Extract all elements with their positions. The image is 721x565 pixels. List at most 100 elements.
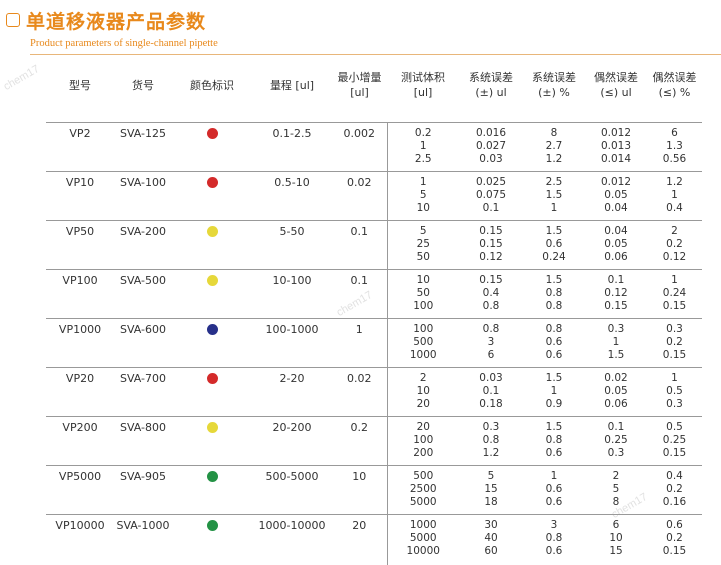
cell-value: 0.8 xyxy=(545,323,563,335)
cell-value: 0.24 xyxy=(542,251,566,263)
sys-error-pct-cell: 1.5 0.6 0.24 xyxy=(523,221,585,270)
cell-value: 10000 xyxy=(406,545,440,557)
cell-value: 0.12 xyxy=(662,251,687,263)
cell-value: 0.1 xyxy=(607,274,625,286)
cell-value: 500 xyxy=(413,470,434,482)
cell-value: 0.03 xyxy=(479,153,503,165)
column-header-line: (≤) % xyxy=(658,86,691,99)
increment-cell: 1 xyxy=(355,323,363,336)
column-header-test-volume: 测试体积 [ul] xyxy=(387,70,459,123)
cell-value: 2500 xyxy=(409,483,437,495)
column-header-line: 颜色标识 xyxy=(190,79,234,92)
cell-value: 0.2 xyxy=(666,532,683,544)
cell-value: 0.56 xyxy=(662,153,687,165)
cell-value: 1 xyxy=(419,176,427,188)
cell-value: 0.06 xyxy=(604,398,628,410)
range-cell: 5-50 xyxy=(279,225,305,238)
cell-value: 2.7 xyxy=(545,140,563,152)
model-cell: VP20 xyxy=(65,372,95,385)
cell-value: 5 xyxy=(612,483,620,495)
cell-value: 3 xyxy=(487,336,495,348)
header-box-icon xyxy=(6,13,20,27)
cell-value: 1.5 xyxy=(545,189,563,201)
cell-value: 0.027 xyxy=(475,140,507,152)
test-volume-cell: 1000 5000 10000 xyxy=(386,514,459,565)
random-error-ul-cell: 6 10 15 xyxy=(585,515,647,565)
cell-value: 0.014 xyxy=(600,153,632,165)
random-error-pct-cell: 6 1.3 0.56 xyxy=(647,123,702,172)
cell-value: 0.2 xyxy=(414,127,432,139)
sys-error-pct-cell: 1.5 1 0.9 xyxy=(523,368,585,417)
cell-value: 3 xyxy=(550,519,558,531)
table-row: VP2 SVA-125 0.1-2.5 0.002 0.2 1 2.5 0.016 0.027 0… xyxy=(46,122,702,172)
page-subtitle: Product parameters of single-channel pip… xyxy=(30,38,218,49)
cell-value: 0.2 xyxy=(666,336,683,348)
test-volume-cell: 5 25 50 xyxy=(386,220,459,270)
cell-value: 0.25 xyxy=(604,434,628,446)
color-cell xyxy=(172,221,252,270)
color-cell xyxy=(172,368,252,417)
increment-cell: 0.2 xyxy=(350,421,369,434)
cell-value: 0.3 xyxy=(607,447,625,459)
sku-cell: SVA-800 xyxy=(119,421,167,434)
cell-value: 0.6 xyxy=(545,238,563,250)
cell-value: 0.8 xyxy=(545,532,563,544)
cell-value: 1.5 xyxy=(545,225,563,237)
cell-value: 0.025 xyxy=(475,176,507,188)
sys-error-ul-cell: 0.8 3 6 xyxy=(459,319,523,368)
sys-error-pct-cell: 1 0.6 0.6 xyxy=(523,466,585,515)
cell-value: 0.3 xyxy=(666,398,683,410)
range-cell: 20-200 xyxy=(272,421,312,434)
cell-value: 0.5 xyxy=(666,385,683,397)
cell-value: 8 xyxy=(550,127,558,139)
cell-value: 0.05 xyxy=(604,385,628,397)
cell-value: 2.5 xyxy=(414,153,432,165)
cell-value: 1.5 xyxy=(545,274,563,286)
color-dot-icon xyxy=(206,128,218,139)
cell-value: 1 xyxy=(550,470,558,482)
model-cell: VP10 xyxy=(65,176,95,189)
cell-value: 100 xyxy=(413,300,434,312)
sys-error-ul-cell: 30 40 60 xyxy=(459,515,523,565)
color-cell xyxy=(172,466,252,515)
cell-value: 0.9 xyxy=(545,398,563,410)
random-error-pct-cell: 2 0.2 0.12 xyxy=(647,221,702,270)
cell-value: 0.8 xyxy=(482,434,500,446)
cell-value: 20 xyxy=(416,398,430,410)
color-cell xyxy=(172,270,252,319)
sys-error-pct-cell: 2.5 1.5 1 xyxy=(523,172,585,221)
color-cell xyxy=(172,319,252,368)
section-header: 单道移液器产品参数 xyxy=(6,8,206,33)
watermark: chem17 xyxy=(1,63,42,93)
column-header-line: (±) % xyxy=(538,86,570,99)
sku-cell: SVA-700 xyxy=(119,372,167,385)
cell-value: 0.5 xyxy=(666,421,683,433)
sys-error-ul-cell: 0.15 0.15 0.12 xyxy=(459,221,523,270)
cell-value: 30 xyxy=(484,519,498,531)
cell-value: 0.6 xyxy=(545,349,563,361)
sys-error-pct-cell: 3 0.8 0.6 xyxy=(523,515,585,565)
column-header-line: (≤) ul xyxy=(600,86,632,99)
color-dot-icon xyxy=(206,324,218,335)
cell-value: 0.012 xyxy=(600,127,632,139)
test-volume-cell: 10 50 100 xyxy=(386,269,459,319)
cell-value: 50 xyxy=(416,287,430,299)
sku-cell: SVA-905 xyxy=(119,470,167,483)
cell-value: 10 xyxy=(416,202,430,214)
cell-value: 10 xyxy=(609,532,623,544)
cell-value: 1 xyxy=(419,140,427,152)
random-error-ul-cell: 0.1 0.25 0.3 xyxy=(585,417,647,466)
cell-value: 0.25 xyxy=(662,434,687,446)
table-row: VP1000 SVA-600 100-1000 1 100 500 1000 0.8 3 6 0.8… xyxy=(46,318,702,368)
cell-value: 0.6 xyxy=(545,447,563,459)
cell-value: 0.8 xyxy=(482,323,500,335)
cell-value: 1 xyxy=(612,336,620,348)
cell-value: 0.15 xyxy=(662,349,687,361)
test-volume-cell: 2 10 20 xyxy=(386,367,459,417)
test-volume-cell: 100 500 1000 xyxy=(386,318,459,368)
sys-error-ul-cell: 0.025 0.075 0.1 xyxy=(459,172,523,221)
cell-value: 0.8 xyxy=(545,434,563,446)
cell-value: 0.02 xyxy=(604,372,628,384)
cell-value: 1000 xyxy=(409,519,437,531)
color-dot-icon xyxy=(206,471,218,482)
